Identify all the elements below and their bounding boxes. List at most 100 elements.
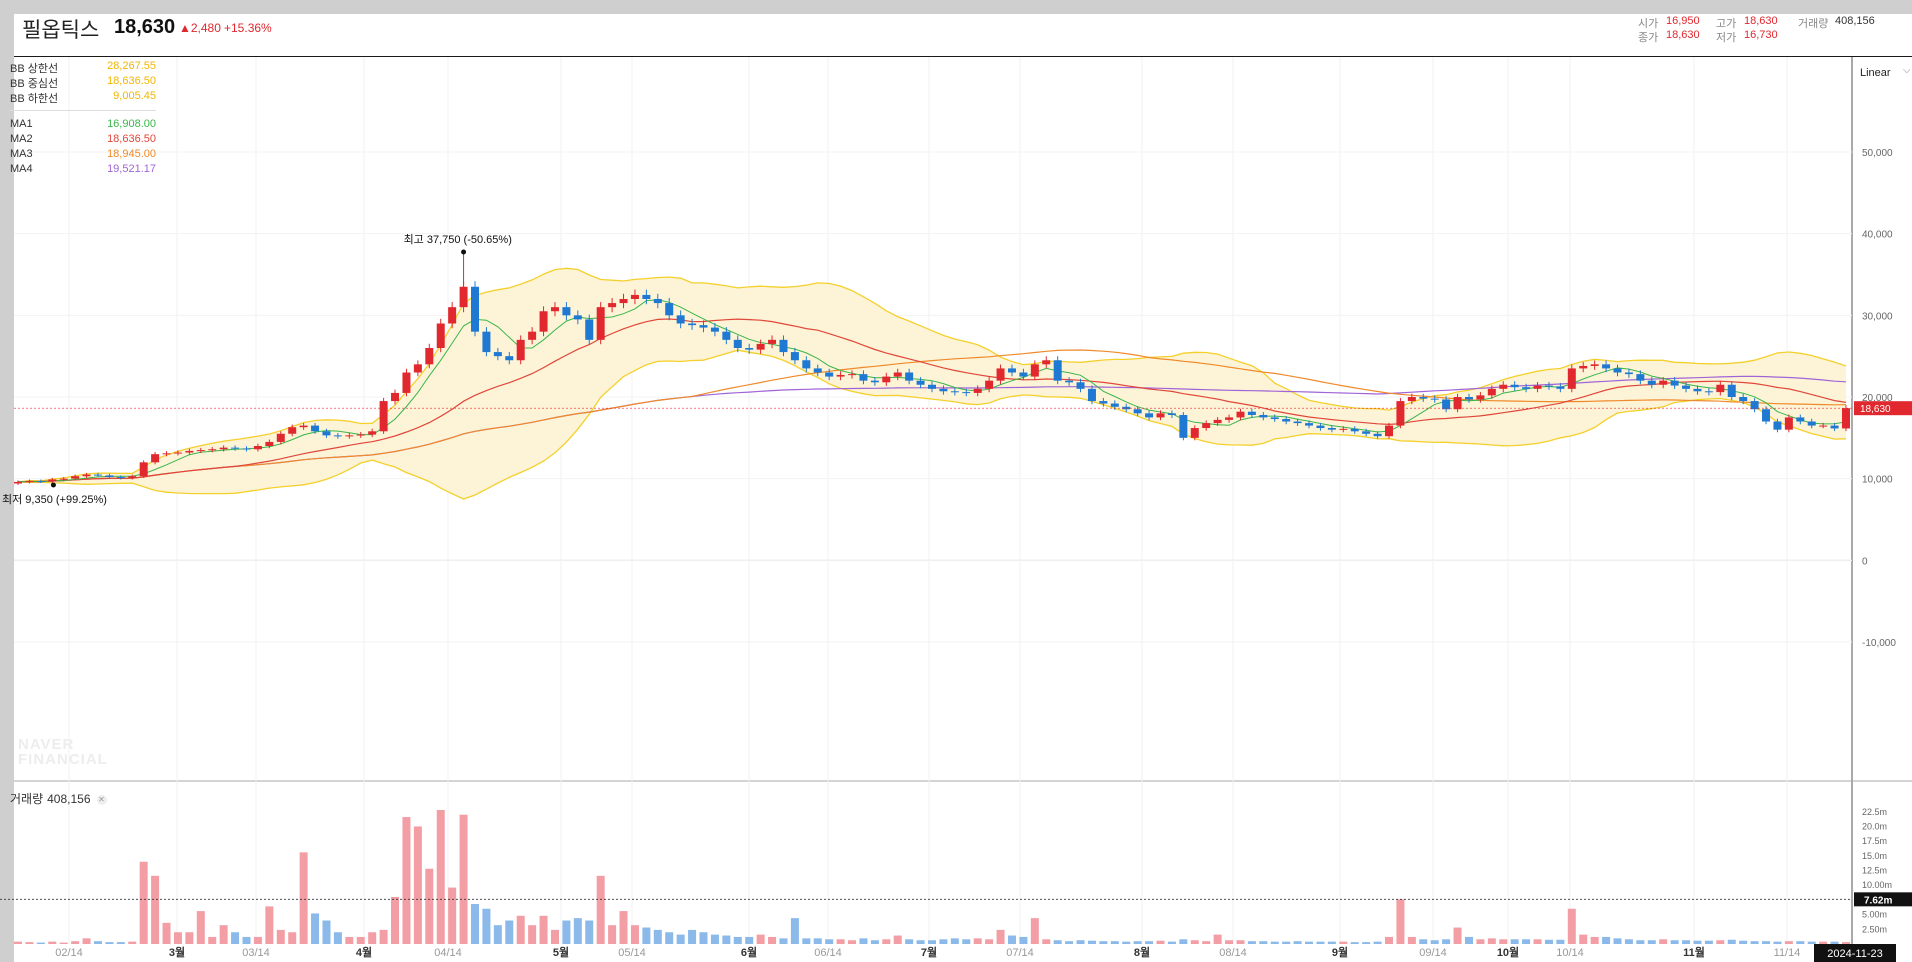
candle-body[interactable] [1145, 413, 1154, 418]
volume-bar[interactable] [36, 942, 45, 944]
volume-bar[interactable] [1659, 939, 1668, 944]
volume-bar[interactable] [333, 932, 342, 944]
volume-bar[interactable] [1282, 941, 1291, 944]
volume-bar[interactable] [1030, 918, 1039, 944]
candle-body[interactable] [322, 431, 331, 436]
candle-body[interactable] [905, 372, 914, 381]
volume-bar[interactable] [185, 932, 194, 944]
volume-bar[interactable] [1499, 939, 1508, 944]
volume-bar[interactable] [893, 935, 902, 944]
volume-bar[interactable] [642, 927, 651, 944]
volume-bar[interactable] [1247, 941, 1256, 944]
candle-body[interactable] [1659, 380, 1668, 385]
candle-body[interactable] [1762, 409, 1771, 422]
candle-body[interactable] [48, 479, 57, 482]
volume-bar[interactable] [665, 932, 674, 944]
volume-bar[interactable] [71, 941, 80, 944]
candle-body[interactable] [573, 315, 582, 320]
volume-bar[interactable] [550, 929, 559, 944]
candle-body[interactable] [962, 392, 971, 394]
volume-bar[interactable] [928, 940, 936, 944]
candle-body[interactable] [1316, 425, 1325, 429]
volume-bar[interactable] [1419, 939, 1428, 944]
volume-bar[interactable] [1190, 940, 1199, 944]
candle-body[interactable] [1373, 433, 1382, 437]
volume-bar[interactable] [1430, 940, 1439, 944]
volume-bar[interactable] [1110, 941, 1119, 944]
volume-bar[interactable] [356, 936, 365, 944]
candle-body[interactable] [1784, 417, 1793, 430]
volume-bar[interactable] [825, 939, 834, 944]
candle-body[interactable] [105, 475, 114, 478]
volume-bar[interactable] [1739, 940, 1748, 944]
volume-bar[interactable] [288, 932, 297, 944]
volume-bar[interactable] [151, 875, 160, 944]
candle-body[interactable] [768, 339, 777, 344]
candle-body[interactable] [1053, 360, 1062, 381]
volume-bar[interactable] [573, 918, 582, 944]
candle-body[interactable] [882, 376, 891, 383]
candle-body[interactable] [1190, 428, 1199, 438]
candle-body[interactable] [1510, 384, 1519, 388]
candle-body[interactable] [151, 454, 160, 463]
scale-mode-dropdown[interactable]: Linear ⌵ [1853, 62, 1912, 84]
volume-bar[interactable] [59, 942, 68, 944]
candle-body[interactable] [859, 374, 868, 381]
candle-body[interactable] [1110, 403, 1119, 407]
volume-bar[interactable] [1556, 939, 1565, 944]
volume-bar[interactable] [1293, 941, 1302, 944]
candle-body[interactable] [299, 425, 308, 428]
volume-bar[interactable] [1259, 941, 1268, 944]
candle-body[interactable] [1624, 372, 1633, 375]
volume-bar[interactable] [1704, 940, 1713, 944]
candle-body[interactable] [82, 474, 91, 477]
volume-bar[interactable] [1442, 939, 1451, 944]
candle-body[interactable] [985, 380, 994, 389]
volume-bar[interactable] [1830, 941, 1839, 944]
candle-body[interactable] [1076, 382, 1085, 389]
candle-body[interactable] [71, 476, 80, 479]
candle-body[interactable] [1293, 421, 1302, 424]
volume-bar[interactable] [345, 936, 354, 944]
candle-body[interactable] [402, 372, 411, 393]
volume-bar[interactable] [116, 942, 125, 944]
candle-body[interactable] [208, 449, 217, 451]
candle-body[interactable] [162, 453, 171, 455]
candle-body[interactable] [1167, 413, 1176, 415]
candle-body[interactable] [973, 388, 982, 393]
volume-bar[interactable] [1167, 941, 1176, 944]
candle-body[interactable] [1259, 414, 1268, 418]
volume-bar[interactable] [1693, 940, 1702, 944]
candle-body[interactable] [139, 462, 148, 477]
volume-bar[interactable] [1327, 941, 1336, 944]
candle-body[interactable] [836, 374, 845, 377]
volume-bar[interactable] [962, 939, 971, 944]
volume-bar[interactable] [1099, 941, 1108, 944]
volume-bar[interactable] [1773, 941, 1782, 944]
candle-body[interactable] [848, 374, 857, 376]
volume-bar[interactable] [1373, 941, 1382, 944]
candle-body[interactable] [1579, 365, 1588, 369]
candle-body[interactable] [722, 331, 731, 340]
candle-body[interactable] [253, 446, 262, 450]
candle-body[interactable] [1407, 397, 1416, 402]
candle-body[interactable] [950, 391, 959, 393]
candle-body[interactable] [288, 427, 297, 434]
candle-body[interactable] [36, 481, 45, 483]
volume-bar[interactable] [459, 814, 468, 944]
candle-body[interactable] [1202, 423, 1211, 429]
candle-body[interactable] [1419, 397, 1428, 399]
volume-bar[interactable] [413, 826, 422, 944]
candle-body[interactable] [311, 425, 320, 432]
candle-body[interactable] [425, 348, 434, 365]
volume-bar[interactable] [596, 875, 605, 944]
volume-bar[interactable] [265, 906, 274, 944]
candle-body[interactable] [1819, 425, 1828, 427]
volume-bar[interactable] [985, 939, 994, 944]
volume-bar[interactable] [1396, 899, 1405, 944]
volume-bar[interactable] [1590, 936, 1599, 944]
candle-body[interactable] [459, 286, 468, 308]
volume-bar[interactable] [916, 940, 925, 944]
candle-body[interactable] [1830, 425, 1839, 429]
